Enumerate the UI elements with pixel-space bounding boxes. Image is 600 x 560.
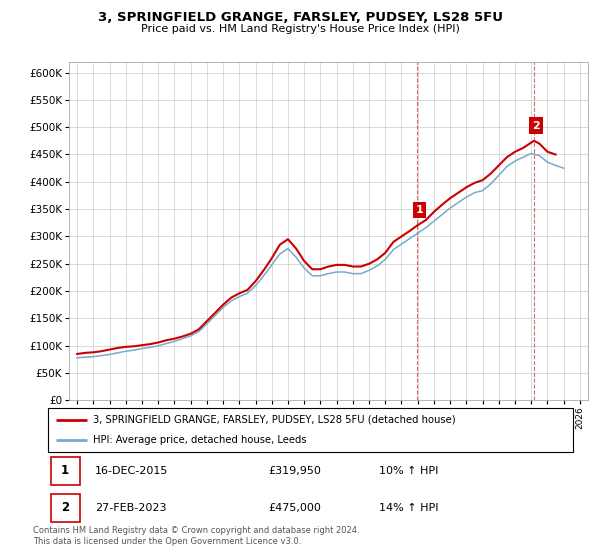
Text: 3, SPRINGFIELD GRANGE, FARSLEY, PUDSEY, LS28 5FU (detached house): 3, SPRINGFIELD GRANGE, FARSLEY, PUDSEY, … <box>92 415 455 425</box>
Text: 1: 1 <box>61 464 69 478</box>
Text: 14% ↑ HPI: 14% ↑ HPI <box>379 503 438 513</box>
FancyBboxPatch shape <box>50 458 79 484</box>
Text: 27-FEB-2023: 27-FEB-2023 <box>95 503 167 513</box>
Text: 16-DEC-2015: 16-DEC-2015 <box>95 466 169 476</box>
Text: Contains HM Land Registry data © Crown copyright and database right 2024.
This d: Contains HM Land Registry data © Crown c… <box>33 526 359 546</box>
Text: 2: 2 <box>61 501 69 515</box>
Text: £319,950: £319,950 <box>269 466 322 476</box>
FancyBboxPatch shape <box>50 494 79 521</box>
Text: 2: 2 <box>532 120 540 130</box>
Text: £475,000: £475,000 <box>269 503 322 513</box>
Text: 10% ↑ HPI: 10% ↑ HPI <box>379 466 438 476</box>
Text: HPI: Average price, detached house, Leeds: HPI: Average price, detached house, Leed… <box>92 435 306 445</box>
Text: 3, SPRINGFIELD GRANGE, FARSLEY, PUDSEY, LS28 5FU: 3, SPRINGFIELD GRANGE, FARSLEY, PUDSEY, … <box>97 11 503 24</box>
Text: Price paid vs. HM Land Registry's House Price Index (HPI): Price paid vs. HM Land Registry's House … <box>140 24 460 34</box>
Text: 1: 1 <box>416 206 424 215</box>
FancyBboxPatch shape <box>48 408 573 452</box>
